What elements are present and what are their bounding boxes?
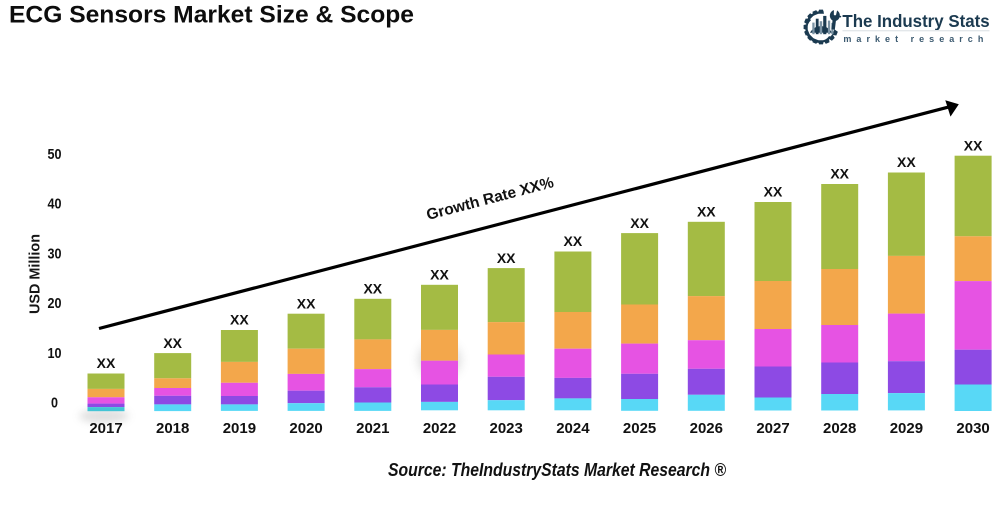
svg-text:2019: 2019	[223, 420, 256, 437]
svg-text:0: 0	[51, 396, 58, 412]
svg-text:XX: XX	[163, 335, 182, 351]
svg-text:XX: XX	[97, 355, 116, 371]
svg-text:2023: 2023	[490, 420, 523, 437]
svg-text:2022: 2022	[423, 420, 456, 437]
svg-text:2027: 2027	[756, 420, 789, 437]
svg-text:20: 20	[48, 296, 62, 312]
svg-text:ECG Sensors Market Size & Scop: ECG Sensors Market Size & Scope	[9, 2, 414, 29]
svg-text:30: 30	[48, 246, 62, 262]
svg-text:2028: 2028	[823, 420, 856, 437]
svg-text:2020: 2020	[289, 420, 322, 437]
svg-text:XX: XX	[897, 154, 916, 170]
svg-text:USD Million: USD Million	[27, 234, 43, 314]
svg-text:XX: XX	[363, 281, 382, 297]
svg-text:XX: XX	[497, 250, 516, 266]
svg-text:XX: XX	[697, 204, 716, 220]
svg-text:XX: XX	[564, 233, 583, 249]
svg-text:2017: 2017	[89, 420, 122, 437]
svg-text:2018: 2018	[156, 420, 189, 437]
svg-text:XX: XX	[230, 312, 249, 328]
svg-text:2024: 2024	[556, 420, 590, 437]
svg-text:2026: 2026	[690, 420, 723, 437]
svg-text:XX: XX	[430, 267, 449, 283]
svg-text:10: 10	[48, 346, 62, 362]
svg-text:2029: 2029	[890, 420, 923, 437]
svg-text:XX: XX	[297, 295, 316, 311]
svg-text:XX: XX	[630, 215, 649, 231]
svg-text:XX: XX	[964, 137, 983, 153]
svg-text:2021: 2021	[356, 420, 389, 437]
svg-text:market research: market research	[843, 34, 988, 44]
svg-text:40: 40	[48, 197, 62, 213]
svg-text:50: 50	[48, 147, 62, 163]
svg-text:The Industry Stats: The Industry Stats	[842, 11, 989, 31]
svg-text:Source: TheIndustryStats Marke: Source: TheIndustryStats Market Research…	[388, 460, 727, 480]
svg-text:XX: XX	[764, 184, 783, 200]
svg-text:XX: XX	[830, 166, 849, 182]
svg-text:2025: 2025	[623, 420, 656, 437]
svg-text:2030: 2030	[956, 420, 989, 437]
